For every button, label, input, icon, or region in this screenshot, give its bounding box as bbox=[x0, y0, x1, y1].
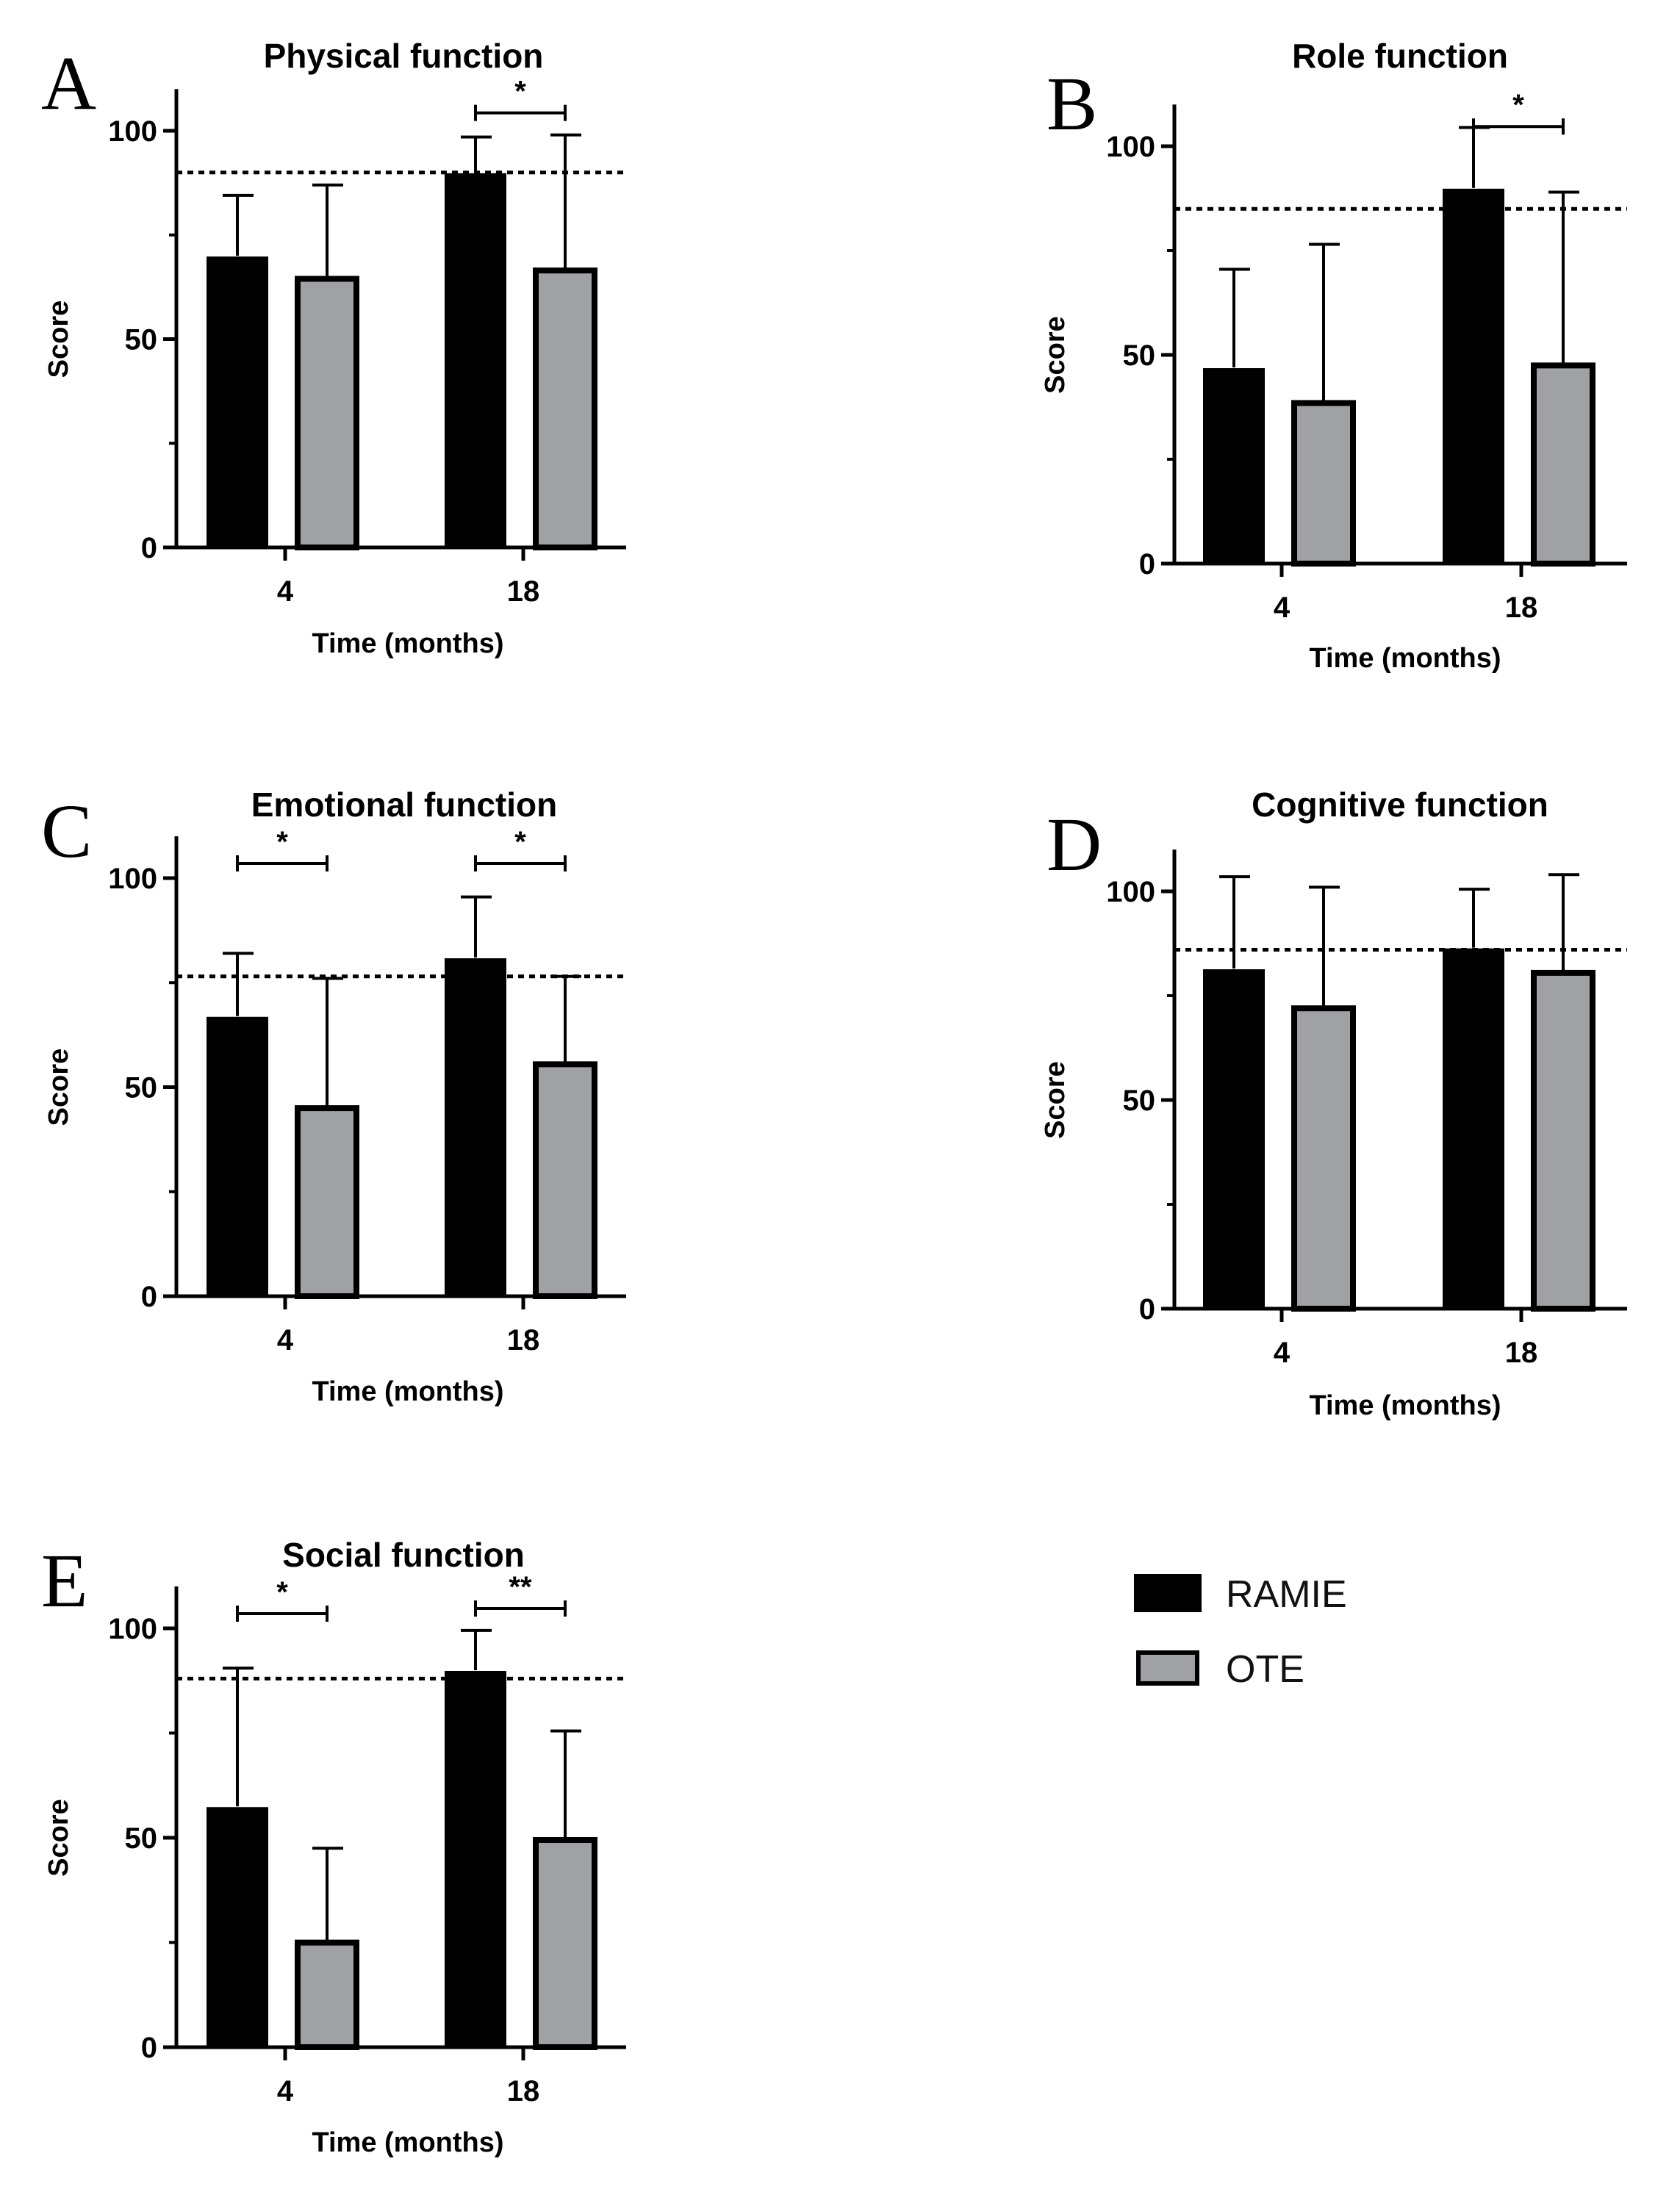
y-axis-label-d: Score bbox=[1040, 1061, 1071, 1139]
y-tick-label-e-50: 50 bbox=[125, 1822, 158, 1855]
panel-letter-c: C bbox=[41, 789, 92, 874]
y-tick-label-d-0: 0 bbox=[1139, 1293, 1155, 1326]
bar-e-ote-18 bbox=[533, 1837, 597, 2050]
bar-b-ote-18 bbox=[1531, 362, 1595, 567]
y-tick-label-b-50: 50 bbox=[1123, 339, 1156, 372]
legend-label-ramie: RAMIE bbox=[1226, 1573, 1347, 1616]
y-tick-label-a-0: 0 bbox=[141, 532, 157, 564]
y-tick-label-c-0: 0 bbox=[141, 1281, 157, 1313]
chart-title-c: Emotional function bbox=[251, 786, 558, 824]
y-tick-label-c-100: 100 bbox=[108, 863, 157, 895]
chart-title-a: Physical function bbox=[264, 37, 544, 75]
y-tick-label-b-100: 100 bbox=[1106, 131, 1155, 163]
x-tick-label-e-4: 4 bbox=[277, 2075, 294, 2107]
y-tick-label-d-50: 50 bbox=[1123, 1085, 1156, 1117]
bar-c-ote-18 bbox=[533, 1061, 597, 1299]
y-tick-label-e-0: 0 bbox=[141, 2032, 157, 2064]
x-axis-label-d: Time (months) bbox=[1309, 1390, 1501, 1421]
bar-d-ote-18 bbox=[1531, 969, 1595, 1312]
x-tick-label-c-18: 18 bbox=[507, 1324, 540, 1356]
sig-label-c-4: * bbox=[276, 826, 288, 858]
bar-c-ramie-18 bbox=[445, 958, 506, 1298]
x-axis-label-e: Time (months) bbox=[312, 2127, 503, 2158]
y-axis-label-e: Score bbox=[43, 1799, 74, 1877]
chart-title-e: Social function bbox=[282, 1536, 525, 1574]
bar-e-ramie-4 bbox=[207, 1807, 268, 2049]
x-axis-label-c: Time (months) bbox=[312, 1376, 503, 1407]
sig-label-c-18: * bbox=[514, 826, 526, 858]
panel-letter-a: A bbox=[41, 41, 96, 126]
bar-e-ramie-18 bbox=[445, 1671, 506, 2049]
x-tick-label-d-18: 18 bbox=[1505, 1337, 1538, 1369]
bar-a-ote-4 bbox=[295, 276, 359, 550]
y-tick-label-a-100: 100 bbox=[108, 115, 157, 148]
bar-b-ote-4 bbox=[1291, 400, 1356, 567]
bar-d-ramie-18 bbox=[1443, 948, 1504, 1311]
x-tick-label-a-4: 4 bbox=[277, 575, 294, 608]
legend-swatch-ote bbox=[1136, 1650, 1199, 1686]
x-axis-label-b: Time (months) bbox=[1309, 643, 1501, 674]
legend: RAMIE OTE bbox=[1134, 1573, 1347, 1691]
sig-label-a-18: * bbox=[514, 76, 526, 108]
panel-letter-d: D bbox=[1047, 802, 1102, 887]
chart-title-b: Role function bbox=[1292, 37, 1508, 75]
y-axis-label-b: Score bbox=[1040, 316, 1071, 394]
bar-b-ramie-4 bbox=[1203, 368, 1265, 565]
sig-label-e-18: ** bbox=[509, 1571, 532, 1603]
bar-e-ote-4 bbox=[295, 1939, 359, 2050]
legend-swatch-ramie bbox=[1134, 1574, 1202, 1612]
bar-c-ote-4 bbox=[295, 1105, 359, 1299]
y-tick-label-e-100: 100 bbox=[108, 1613, 157, 1645]
x-tick-label-a-18: 18 bbox=[507, 575, 540, 608]
sig-label-b-18: * bbox=[1512, 89, 1524, 121]
bar-d-ramie-4 bbox=[1203, 969, 1265, 1310]
x-tick-label-b-18: 18 bbox=[1505, 592, 1538, 624]
x-tick-label-c-4: 4 bbox=[277, 1324, 294, 1356]
bar-a-ramie-18 bbox=[445, 173, 506, 549]
x-tick-label-b-4: 4 bbox=[1274, 592, 1290, 624]
bar-a-ramie-4 bbox=[207, 256, 268, 549]
y-axis-label-c: Score bbox=[43, 1049, 74, 1126]
bar-d-ote-4 bbox=[1291, 1005, 1356, 1312]
bar-a-ote-18 bbox=[533, 267, 597, 550]
y-tick-label-b-0: 0 bbox=[1139, 548, 1155, 581]
x-axis-label-a: Time (months) bbox=[312, 628, 503, 659]
bar-b-ramie-18 bbox=[1443, 188, 1504, 565]
bar-c-ramie-4 bbox=[207, 1016, 268, 1298]
panel-letter-b: B bbox=[1047, 62, 1097, 146]
legend-label-ote: OTE bbox=[1226, 1648, 1304, 1691]
x-tick-label-e-18: 18 bbox=[507, 2075, 540, 2107]
y-tick-label-a-50: 50 bbox=[125, 324, 158, 356]
chart-title-d: Cognitive function bbox=[1252, 786, 1548, 824]
panel-letter-e: E bbox=[41, 1539, 88, 1623]
y-tick-label-d-100: 100 bbox=[1106, 876, 1155, 908]
y-axis-label-a: Score bbox=[43, 301, 74, 378]
sig-label-e-4: * bbox=[276, 1576, 288, 1608]
x-tick-label-d-4: 4 bbox=[1274, 1337, 1290, 1369]
y-tick-label-c-50: 50 bbox=[125, 1072, 158, 1104]
